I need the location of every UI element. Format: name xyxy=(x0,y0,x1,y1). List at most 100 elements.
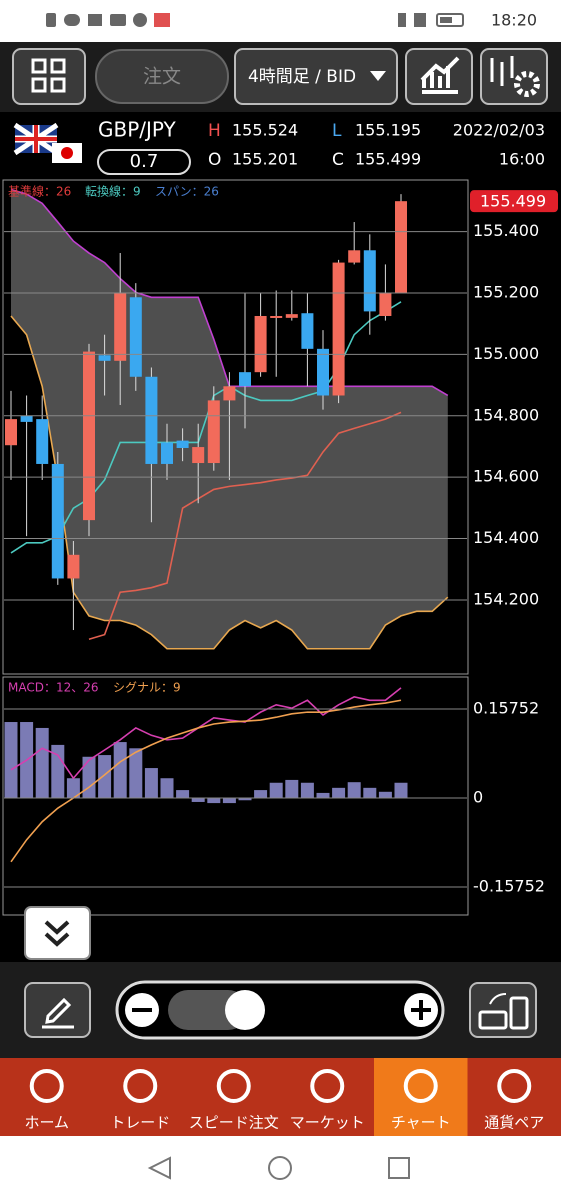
rotate-button[interactable] xyxy=(469,982,537,1038)
macd-bar xyxy=(98,755,112,799)
status-bar xyxy=(0,0,561,42)
nav-label[interactable]: チャート xyxy=(391,1114,451,1132)
pair: GBP/JPY xyxy=(98,118,177,142)
zoom-out[interactable] xyxy=(125,993,159,1027)
order-button[interactable] xyxy=(95,49,229,104)
macd-bar xyxy=(176,790,190,799)
macd-bar xyxy=(129,748,143,799)
macd-bar xyxy=(82,756,96,799)
candle-body xyxy=(379,292,392,316)
kijun-line xyxy=(88,411,402,641)
candle-body xyxy=(285,314,298,318)
candle-body xyxy=(129,297,142,377)
nav-bar xyxy=(0,1058,561,1136)
last-price-tag xyxy=(470,190,558,213)
menu-button[interactable] xyxy=(12,48,86,105)
order-label: 注文 xyxy=(143,66,181,88)
candle-body xyxy=(67,554,80,579)
draw-button[interactable] xyxy=(24,982,91,1038)
candle-body xyxy=(51,463,64,579)
candle-body xyxy=(145,376,158,464)
low-value: 155.195 xyxy=(355,121,421,140)
nav-icon xyxy=(497,1069,532,1103)
macd-line xyxy=(10,687,402,780)
macd-bar xyxy=(66,778,80,799)
macd-bar xyxy=(254,790,268,799)
legend-tenkan: 転換線：9 xyxy=(85,184,141,199)
nav-label[interactable]: スピード注文 xyxy=(189,1114,279,1132)
signal-label: シグナル：9 xyxy=(113,681,181,695)
macd-bar xyxy=(332,787,346,799)
candle-body xyxy=(98,355,111,361)
macd-bar xyxy=(207,798,221,804)
axes: 155.400 155.200 155.000 154.800 154.600 154.4… xyxy=(4,190,558,895)
status-icons xyxy=(46,13,464,27)
close-value: 155.499 xyxy=(355,150,421,169)
time: 16:00 xyxy=(499,150,545,169)
timeframe-label: 4時間足 / BID xyxy=(248,67,356,87)
macd-bar xyxy=(144,768,158,799)
zoom-slider[interactable] xyxy=(115,980,445,1040)
candle-body xyxy=(161,442,173,464)
zoom-in[interactable] xyxy=(404,993,438,1027)
y-tick-label: 0 xyxy=(473,788,483,807)
open-label: O xyxy=(208,150,221,170)
y-tick-label: 154.800 xyxy=(473,405,539,424)
candle-body xyxy=(5,419,17,446)
macd-plot xyxy=(4,687,408,863)
candle-body xyxy=(114,292,127,361)
spread: 0.7 xyxy=(130,151,159,172)
legend-span: スパン：26 xyxy=(155,185,219,199)
macd-bar xyxy=(363,787,377,799)
macd-bar xyxy=(191,798,205,802)
date: 2022/02/03 xyxy=(453,121,545,140)
macd-bar xyxy=(285,779,299,799)
macd-bar xyxy=(378,791,392,799)
y-tick-label: 0.15752 xyxy=(473,699,539,718)
last-price-label: 155.499 xyxy=(480,192,546,211)
home-button[interactable] xyxy=(268,1156,292,1180)
nav-label[interactable]: マーケット xyxy=(290,1114,365,1132)
flag-jp xyxy=(52,143,82,163)
timeframe-button[interactable] xyxy=(234,48,398,105)
y-tick-label: -0.15752 xyxy=(473,876,545,895)
y-tick-label: 155.400 xyxy=(473,221,539,240)
back-button[interactable] xyxy=(147,1156,171,1180)
spread-box xyxy=(97,149,191,175)
macd-bar xyxy=(4,722,18,799)
flag-gb xyxy=(13,122,59,156)
macd-bar xyxy=(35,727,49,799)
nav-label[interactable]: トレード xyxy=(110,1114,170,1132)
nav-label[interactable]: ホーム xyxy=(24,1114,69,1132)
collapse-button[interactable] xyxy=(24,906,91,960)
candle-body xyxy=(395,201,407,293)
signal-line xyxy=(10,699,402,863)
macd-bar xyxy=(394,782,408,799)
candle-body xyxy=(254,315,267,373)
recents-button[interactable] xyxy=(388,1157,410,1179)
candle-body xyxy=(239,372,251,387)
nav-icon xyxy=(310,1069,345,1103)
candle-body xyxy=(83,351,95,521)
y-tick-label: 154.400 xyxy=(473,528,539,547)
dropdown-arrow xyxy=(370,71,386,81)
legend-kijun: 基準線：26 xyxy=(8,184,71,199)
nav-icon xyxy=(29,1069,64,1103)
macd-bar xyxy=(347,782,361,799)
macd-bar xyxy=(222,798,236,804)
candle-body xyxy=(20,415,33,422)
close-label: C xyxy=(332,150,344,170)
y-tick-label: 154.200 xyxy=(473,589,539,608)
macd-bar xyxy=(238,798,252,801)
zoom-thumb[interactable] xyxy=(225,990,265,1030)
span-lower-line xyxy=(10,315,449,650)
low-label: L xyxy=(332,121,342,141)
y-tick-label: 155.000 xyxy=(473,344,539,363)
macd-bar xyxy=(113,742,127,799)
settings-button[interactable] xyxy=(480,48,548,105)
nav-label[interactable]: 通貨ペア xyxy=(484,1114,544,1132)
clock: 18:20 xyxy=(491,11,537,30)
chart-type-button[interactable] xyxy=(405,48,473,105)
